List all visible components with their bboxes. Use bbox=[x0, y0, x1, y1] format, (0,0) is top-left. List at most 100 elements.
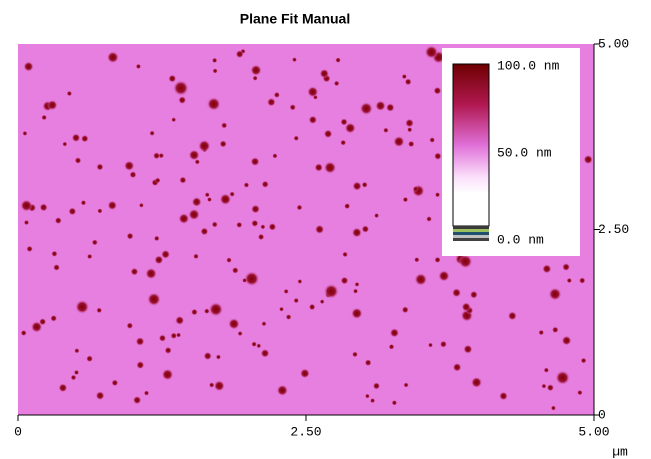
particle bbox=[352, 181, 361, 190]
particle bbox=[471, 377, 482, 388]
particle bbox=[309, 116, 318, 125]
particle bbox=[324, 129, 333, 138]
particle bbox=[126, 233, 133, 240]
particle bbox=[147, 292, 161, 306]
particle bbox=[96, 391, 105, 400]
particle bbox=[284, 289, 289, 294]
particle bbox=[453, 363, 462, 372]
particle bbox=[342, 252, 348, 258]
particle bbox=[228, 318, 240, 330]
particle bbox=[41, 115, 47, 121]
particle bbox=[133, 396, 141, 404]
particle bbox=[320, 299, 325, 304]
particle bbox=[111, 379, 118, 386]
particle bbox=[139, 203, 144, 208]
particle bbox=[362, 182, 368, 188]
particle bbox=[324, 284, 339, 299]
particle bbox=[389, 344, 395, 350]
particle bbox=[154, 236, 160, 242]
particle bbox=[221, 122, 227, 128]
particle bbox=[340, 277, 348, 285]
particle bbox=[130, 268, 138, 276]
particle bbox=[292, 57, 297, 62]
figure: Plane Fit Manual µm 02.505.0002.505.000.… bbox=[0, 0, 651, 459]
particle bbox=[256, 343, 261, 348]
particle bbox=[107, 201, 117, 211]
particle bbox=[87, 254, 93, 260]
particle bbox=[74, 348, 79, 353]
particle bbox=[232, 267, 239, 274]
particle bbox=[408, 141, 415, 148]
particle bbox=[370, 398, 375, 403]
particle bbox=[216, 354, 221, 359]
particle bbox=[413, 186, 419, 192]
particle bbox=[74, 370, 79, 375]
particle bbox=[405, 78, 412, 85]
colorbar-label: 50.0 nm bbox=[497, 145, 552, 160]
particle bbox=[162, 369, 174, 381]
particle bbox=[392, 400, 398, 406]
particle bbox=[126, 322, 133, 329]
particle bbox=[508, 311, 517, 320]
particle bbox=[319, 69, 329, 79]
particle bbox=[67, 91, 73, 97]
particle bbox=[251, 220, 258, 227]
particle bbox=[261, 321, 266, 326]
particle bbox=[433, 87, 441, 95]
particle bbox=[144, 390, 149, 395]
particle bbox=[47, 100, 58, 111]
particle bbox=[207, 197, 212, 202]
particle bbox=[567, 278, 572, 283]
particle bbox=[149, 130, 155, 136]
particle bbox=[203, 352, 211, 360]
particle bbox=[191, 309, 198, 316]
particle bbox=[463, 345, 472, 354]
particle bbox=[499, 392, 508, 401]
particle bbox=[293, 135, 299, 141]
particle bbox=[544, 367, 549, 372]
particle bbox=[386, 103, 395, 112]
particle bbox=[551, 405, 556, 410]
particle bbox=[438, 270, 450, 282]
particle bbox=[334, 81, 340, 87]
particle bbox=[251, 205, 260, 214]
particle bbox=[178, 96, 186, 104]
particle bbox=[562, 263, 570, 271]
x-unit: µm bbox=[612, 444, 628, 459]
particle bbox=[159, 334, 167, 342]
particle bbox=[23, 61, 33, 71]
particle bbox=[425, 45, 439, 59]
particle bbox=[178, 213, 189, 224]
particle bbox=[577, 390, 583, 396]
colorbar-label: 0.0 nm bbox=[497, 232, 544, 247]
particle bbox=[541, 384, 546, 389]
particle bbox=[352, 351, 358, 357]
particle bbox=[242, 278, 247, 283]
particle bbox=[207, 97, 221, 111]
particle bbox=[26, 246, 33, 253]
particle bbox=[68, 207, 76, 215]
particle bbox=[62, 142, 67, 147]
particle bbox=[81, 135, 89, 143]
particle bbox=[267, 98, 276, 107]
particle bbox=[193, 253, 199, 259]
particle bbox=[179, 176, 186, 183]
particle bbox=[345, 122, 356, 133]
particle bbox=[374, 213, 379, 218]
particle bbox=[173, 80, 189, 96]
particle bbox=[250, 64, 261, 75]
particle bbox=[335, 57, 341, 63]
particle bbox=[552, 326, 559, 333]
particle bbox=[244, 182, 250, 188]
particle bbox=[583, 155, 593, 165]
particle bbox=[428, 343, 433, 348]
particle bbox=[261, 181, 268, 188]
particle bbox=[189, 149, 200, 160]
particle bbox=[426, 216, 432, 222]
particle bbox=[145, 268, 157, 280]
particle bbox=[195, 159, 200, 164]
particle bbox=[212, 68, 217, 73]
particle bbox=[344, 203, 350, 209]
y-tick-label: 5.00 bbox=[598, 36, 629, 51]
particle bbox=[402, 306, 409, 313]
